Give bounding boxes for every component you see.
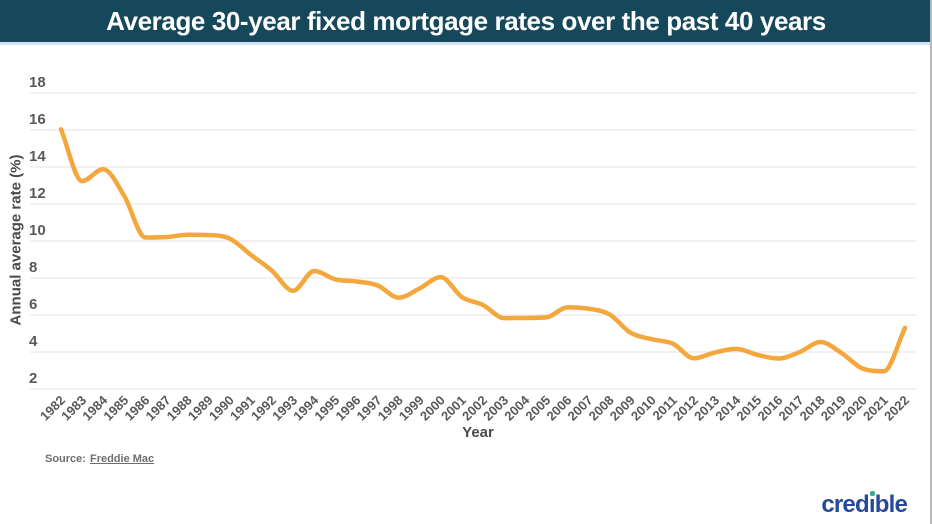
y-tick-label: 14 [29, 148, 46, 165]
brand-text: cred [821, 491, 869, 518]
y-tick-label: 10 [29, 222, 46, 239]
y-tick-label: 18 [29, 74, 46, 91]
chart-title-bar: Average 30-year fixed mortgage rates ove… [0, 0, 932, 42]
frame-right-border [930, 0, 932, 524]
source-link-freddie-mac[interactable]: Freddie Mac [89, 453, 155, 465]
chart-title: Average 30-year fixed mortgage rates ove… [106, 5, 826, 36]
y-tick-label: 2 [29, 370, 37, 387]
y-tick-label: 12 [29, 185, 46, 202]
y-tick-label: 6 [29, 296, 37, 313]
y-tick-label: 8 [29, 259, 37, 276]
brand-logo: credı ble [821, 491, 908, 519]
source-line: Source: Freddie Mac [45, 453, 154, 465]
brand-letter-i: ı [868, 491, 876, 518]
y-tick-label: 16 [29, 111, 46, 128]
y-axis-title: Annual average rate (%) [7, 154, 25, 326]
x-axis-title: Year [462, 424, 494, 441]
title-bar-accent [0, 42, 932, 45]
rate-line [58, 127, 908, 374]
source-prefix: Source: [45, 453, 86, 465]
brand-i-dot [869, 491, 875, 496]
brand-text: ble [874, 491, 908, 518]
y-tick-label: 4 [29, 333, 38, 350]
x-tick-label: 2022 [881, 393, 912, 424]
